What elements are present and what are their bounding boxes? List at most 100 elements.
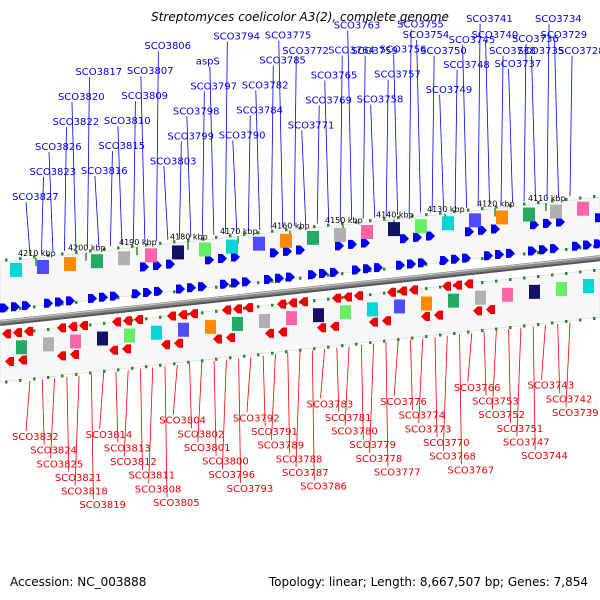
forward-gene-label[interactable]: aspS [196,56,220,67]
forward-gene-label[interactable]: SCO3815 [98,141,145,152]
forward-gene-label[interactable]: SCO3823 [29,167,76,178]
forward-gene-label[interactable]: SCO3790 [219,130,266,141]
reverse-gene-label[interactable]: SCO3751 [497,424,544,435]
reverse-gene-label[interactable]: SCO3783 [307,399,354,410]
forward-gene-label[interactable]: SCO3757 [374,70,421,81]
forward-gene-arrow[interactable] [110,291,119,301]
forward-gene-label[interactable]: SCO3758 [357,95,404,106]
reverse-gene-arrow[interactable] [70,349,79,359]
forward-gene-label[interactable]: SCO3794 [213,31,260,42]
reverse-gene-arrow[interactable] [167,311,176,321]
forward-gene-label[interactable]: SCO3763 [334,21,381,32]
reverse-gene-label[interactable]: SCO3774 [398,411,445,422]
forward-gene-arrow[interactable] [176,284,185,294]
reverse-gene-label[interactable]: SCO3780 [331,427,378,438]
forward-gene-arrow[interactable] [348,239,357,249]
forward-gene-arrow[interactable] [556,217,565,227]
forward-gene-arrow[interactable] [308,270,317,280]
forward-gene-label[interactable]: SCO3822 [52,117,99,128]
reverse-gene-label[interactable]: SCO3791 [251,427,298,438]
forward-gene-label[interactable]: SCO3756 [380,45,427,56]
reverse-gene-arrow[interactable] [5,356,14,366]
reverse-gene-arrow[interactable] [453,280,462,290]
reverse-gene-arrow[interactable] [109,345,118,355]
forward-gene-label[interactable]: SCO3797 [190,81,237,92]
reverse-gene-label[interactable]: SCO3773 [405,424,452,435]
forward-gene-arrow[interactable] [231,252,240,262]
reverse-gene-label[interactable]: SCO3770 [423,438,470,449]
forward-gene-arrow[interactable] [594,239,600,249]
forward-gene-label[interactable]: SCO3740 [472,30,519,41]
reverse-gene-arrow[interactable] [317,323,326,333]
reverse-gene-arrow[interactable] [421,312,430,322]
forward-gene-arrow[interactable] [407,259,416,269]
reverse-gene-arrow[interactable] [369,317,378,327]
forward-gene-arrow[interactable] [242,277,251,287]
reverse-gene-arrow[interactable] [57,351,66,361]
reverse-gene-arrow[interactable] [57,323,66,333]
forward-gene-arrow[interactable] [154,286,163,296]
reverse-gene-arrow[interactable] [134,315,143,325]
forward-gene-arrow[interactable] [187,283,196,293]
forward-gene-label[interactable]: SCO3820 [58,92,105,103]
forward-gene-arrow[interactable] [543,218,552,228]
forward-gene-label[interactable]: SCO3810 [104,116,151,127]
reverse-gene-arrow[interactable] [79,320,88,330]
forward-gene-arrow[interactable] [198,282,207,292]
reverse-gene-label[interactable]: SCO3776 [380,397,427,408]
forward-gene-arrow[interactable] [595,213,600,223]
reverse-gene-label[interactable]: SCO3818 [61,487,108,498]
reverse-gene-label[interactable]: SCO3802 [178,429,225,440]
forward-gene-label[interactable]: SCO3807 [127,66,174,77]
forward-gene-arrow[interactable] [270,248,279,258]
reverse-gene-label[interactable]: SCO3819 [79,500,126,511]
reverse-gene-label[interactable]: SCO3789 [257,441,304,452]
reverse-gene-arrow[interactable] [24,326,33,336]
reverse-gene-label[interactable]: SCO3825 [37,459,84,470]
forward-gene-label[interactable]: SCO3754 [403,30,450,41]
forward-gene-arrow[interactable] [352,265,361,275]
forward-gene-arrow[interactable] [418,258,427,268]
reverse-gene-label[interactable]: SCO3805 [153,498,200,509]
forward-gene-label[interactable]: SCO3775 [265,30,312,41]
forward-gene-label[interactable]: SCO3803 [150,156,197,167]
forward-gene-arrow[interactable] [166,259,175,269]
reverse-gene-arrow[interactable] [299,297,308,307]
forward-gene-arrow[interactable] [220,279,229,289]
forward-gene-arrow[interactable] [583,240,592,250]
reverse-gene-arrow[interactable] [343,292,352,302]
reverse-gene-arrow[interactable] [486,305,495,315]
reverse-gene-label[interactable]: SCO3804 [159,416,206,427]
forward-gene-label[interactable]: SCO3798 [173,106,220,117]
reverse-gene-label[interactable]: SCO3781 [325,413,372,424]
reverse-gene-label[interactable]: SCO3778 [356,454,403,465]
forward-gene-arrow[interactable] [66,296,75,306]
forward-gene-arrow[interactable] [530,220,539,230]
reverse-gene-arrow[interactable] [434,310,443,320]
forward-gene-label[interactable]: SCO3738 [489,46,536,57]
forward-gene-arrow[interactable] [550,244,559,254]
forward-gene-arrow[interactable] [572,241,581,251]
forward-gene-label[interactable]: SCO3784 [236,105,283,116]
reverse-gene-label[interactable]: SCO3752 [478,410,525,421]
reverse-gene-label[interactable]: SCO3743 [527,381,574,392]
forward-gene-label[interactable]: SCO3772 [282,46,329,57]
forward-gene-label[interactable]: SCO3755 [397,20,444,31]
reverse-gene-arrow[interactable] [226,333,235,343]
forward-gene-label[interactable]: SCO3765 [311,71,358,82]
forward-gene-label[interactable]: SCO3741 [466,14,513,25]
reverse-gene-label[interactable]: SCO3793 [227,484,274,495]
forward-gene-label[interactable]: SCO3759 [351,46,398,57]
forward-gene-label[interactable]: SCO3729 [541,30,588,41]
reverse-gene-arrow[interactable] [278,327,287,337]
reverse-gene-arrow[interactable] [161,340,170,350]
reverse-gene-arrow[interactable] [123,316,132,326]
forward-gene-arrow[interactable] [283,246,292,256]
forward-gene-arrow[interactable] [99,292,108,302]
reverse-gene-arrow[interactable] [464,279,473,289]
reverse-gene-arrow[interactable] [442,281,451,291]
forward-gene-label[interactable]: SCO3764 [328,46,375,57]
forward-gene-label[interactable]: SCO3728 [558,46,600,57]
forward-gene-arrow[interactable] [44,298,53,308]
forward-gene-arrow[interactable] [506,248,515,258]
